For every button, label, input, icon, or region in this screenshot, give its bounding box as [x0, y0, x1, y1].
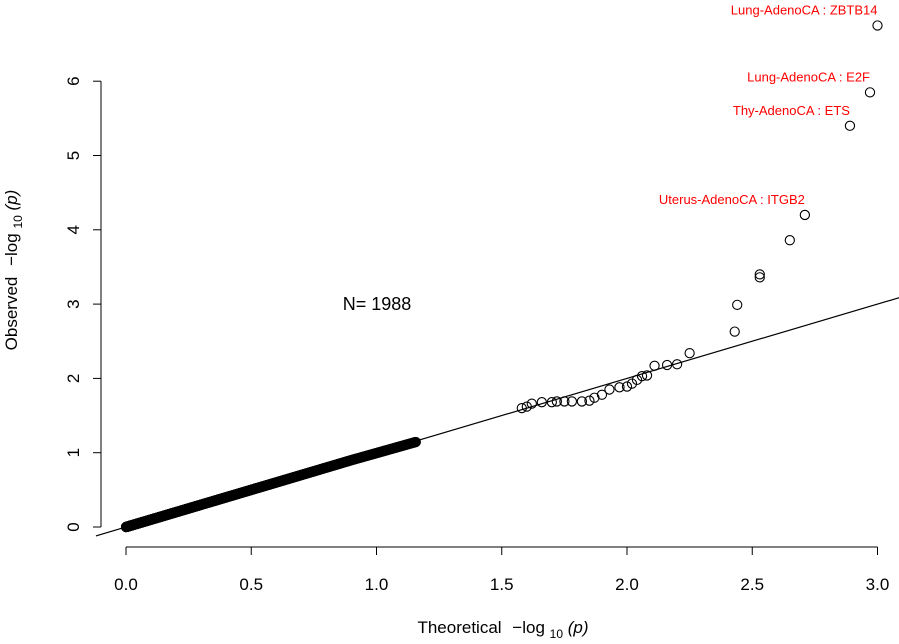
- data-point: [589, 392, 600, 403]
- y-tick-label: 0: [64, 522, 83, 531]
- data-point: [621, 381, 633, 392]
- data-point: [516, 402, 527, 414]
- count-label: N= 1988: [343, 294, 412, 314]
- data-point: [596, 389, 608, 400]
- y-tick-label: 4: [64, 225, 83, 234]
- y-tick-label: 1: [64, 448, 83, 457]
- x-tick-label: 3.0: [866, 575, 890, 594]
- x-tick-label: 0.0: [114, 575, 138, 594]
- y-axis-title-fn: −log: [2, 233, 21, 266]
- y-tick-label: 2: [64, 374, 83, 383]
- data-point: [864, 87, 876, 98]
- data-point: [649, 360, 660, 371]
- data-point: [754, 272, 765, 283]
- data-point: [604, 384, 615, 395]
- annotation-label: Uterus-AdenoCA : ITGB2: [659, 192, 805, 207]
- x-axis-title-sub: 10: [550, 627, 564, 641]
- x-axis-title-main: Theoretical: [417, 618, 501, 637]
- data-point: [636, 371, 648, 382]
- y-tick-label: 3: [64, 299, 83, 308]
- y-tick-label: 5: [64, 151, 83, 160]
- y-axis-title-main: Observed: [2, 277, 21, 351]
- points-group: [120, 20, 883, 533]
- data-point: [732, 299, 743, 310]
- data-point: [784, 235, 795, 246]
- annotation-label: Thy-AdenoCA : ETS: [733, 103, 850, 118]
- data-point: [584, 395, 595, 406]
- data-point: [536, 397, 547, 408]
- data-point: [729, 326, 740, 337]
- x-tick-label: 1.0: [365, 575, 389, 594]
- data-point: [576, 396, 588, 407]
- y-axis-title-sub: 10: [11, 215, 25, 229]
- data-point: [614, 382, 625, 393]
- data-point: [559, 396, 570, 407]
- y-axis-title-arg: (p): [2, 190, 21, 211]
- x-axis: 0.0 0.5 1.0 1.5 2.0 2.5 3.0: [114, 546, 890, 594]
- data-point: [799, 209, 811, 221]
- y-axis-title: Observed −log 10 (p): [2, 190, 26, 351]
- data-point: [641, 370, 653, 381]
- data-point: [754, 269, 765, 280]
- data-point: [661, 359, 673, 371]
- x-tick-label: 0.5: [239, 575, 263, 594]
- x-axis-title-fn: −log: [512, 618, 545, 637]
- y-axis: 0 1 2 3 4 5 6: [64, 76, 102, 532]
- data-point: [521, 401, 532, 412]
- data-point: [526, 398, 537, 409]
- x-axis-title: Theoretical −log 10 (p): [417, 618, 588, 642]
- data-point: [546, 397, 557, 408]
- data-point: [410, 436, 421, 448]
- annotation-label: Lung-AdenoCA : ZBTB14: [731, 2, 878, 17]
- data-point: [551, 396, 563, 407]
- x-tick-label: 2.0: [615, 575, 639, 594]
- data-point: [844, 120, 856, 131]
- x-tick-label: 2.5: [740, 575, 764, 594]
- data-point: [566, 396, 578, 407]
- x-axis-title-arg: (p): [568, 618, 589, 637]
- data-point: [684, 347, 695, 359]
- annotation-label: Lung-AdenoCA : E2F: [747, 69, 870, 84]
- y-tick-label: 6: [64, 76, 83, 85]
- data-point: [872, 20, 883, 31]
- annotations-group: Lung-AdenoCA : ZBTB14 Lung-AdenoCA : E2F T…: [659, 2, 878, 206]
- data-point: [671, 359, 683, 370]
- x-tick-label: 1.5: [490, 575, 514, 594]
